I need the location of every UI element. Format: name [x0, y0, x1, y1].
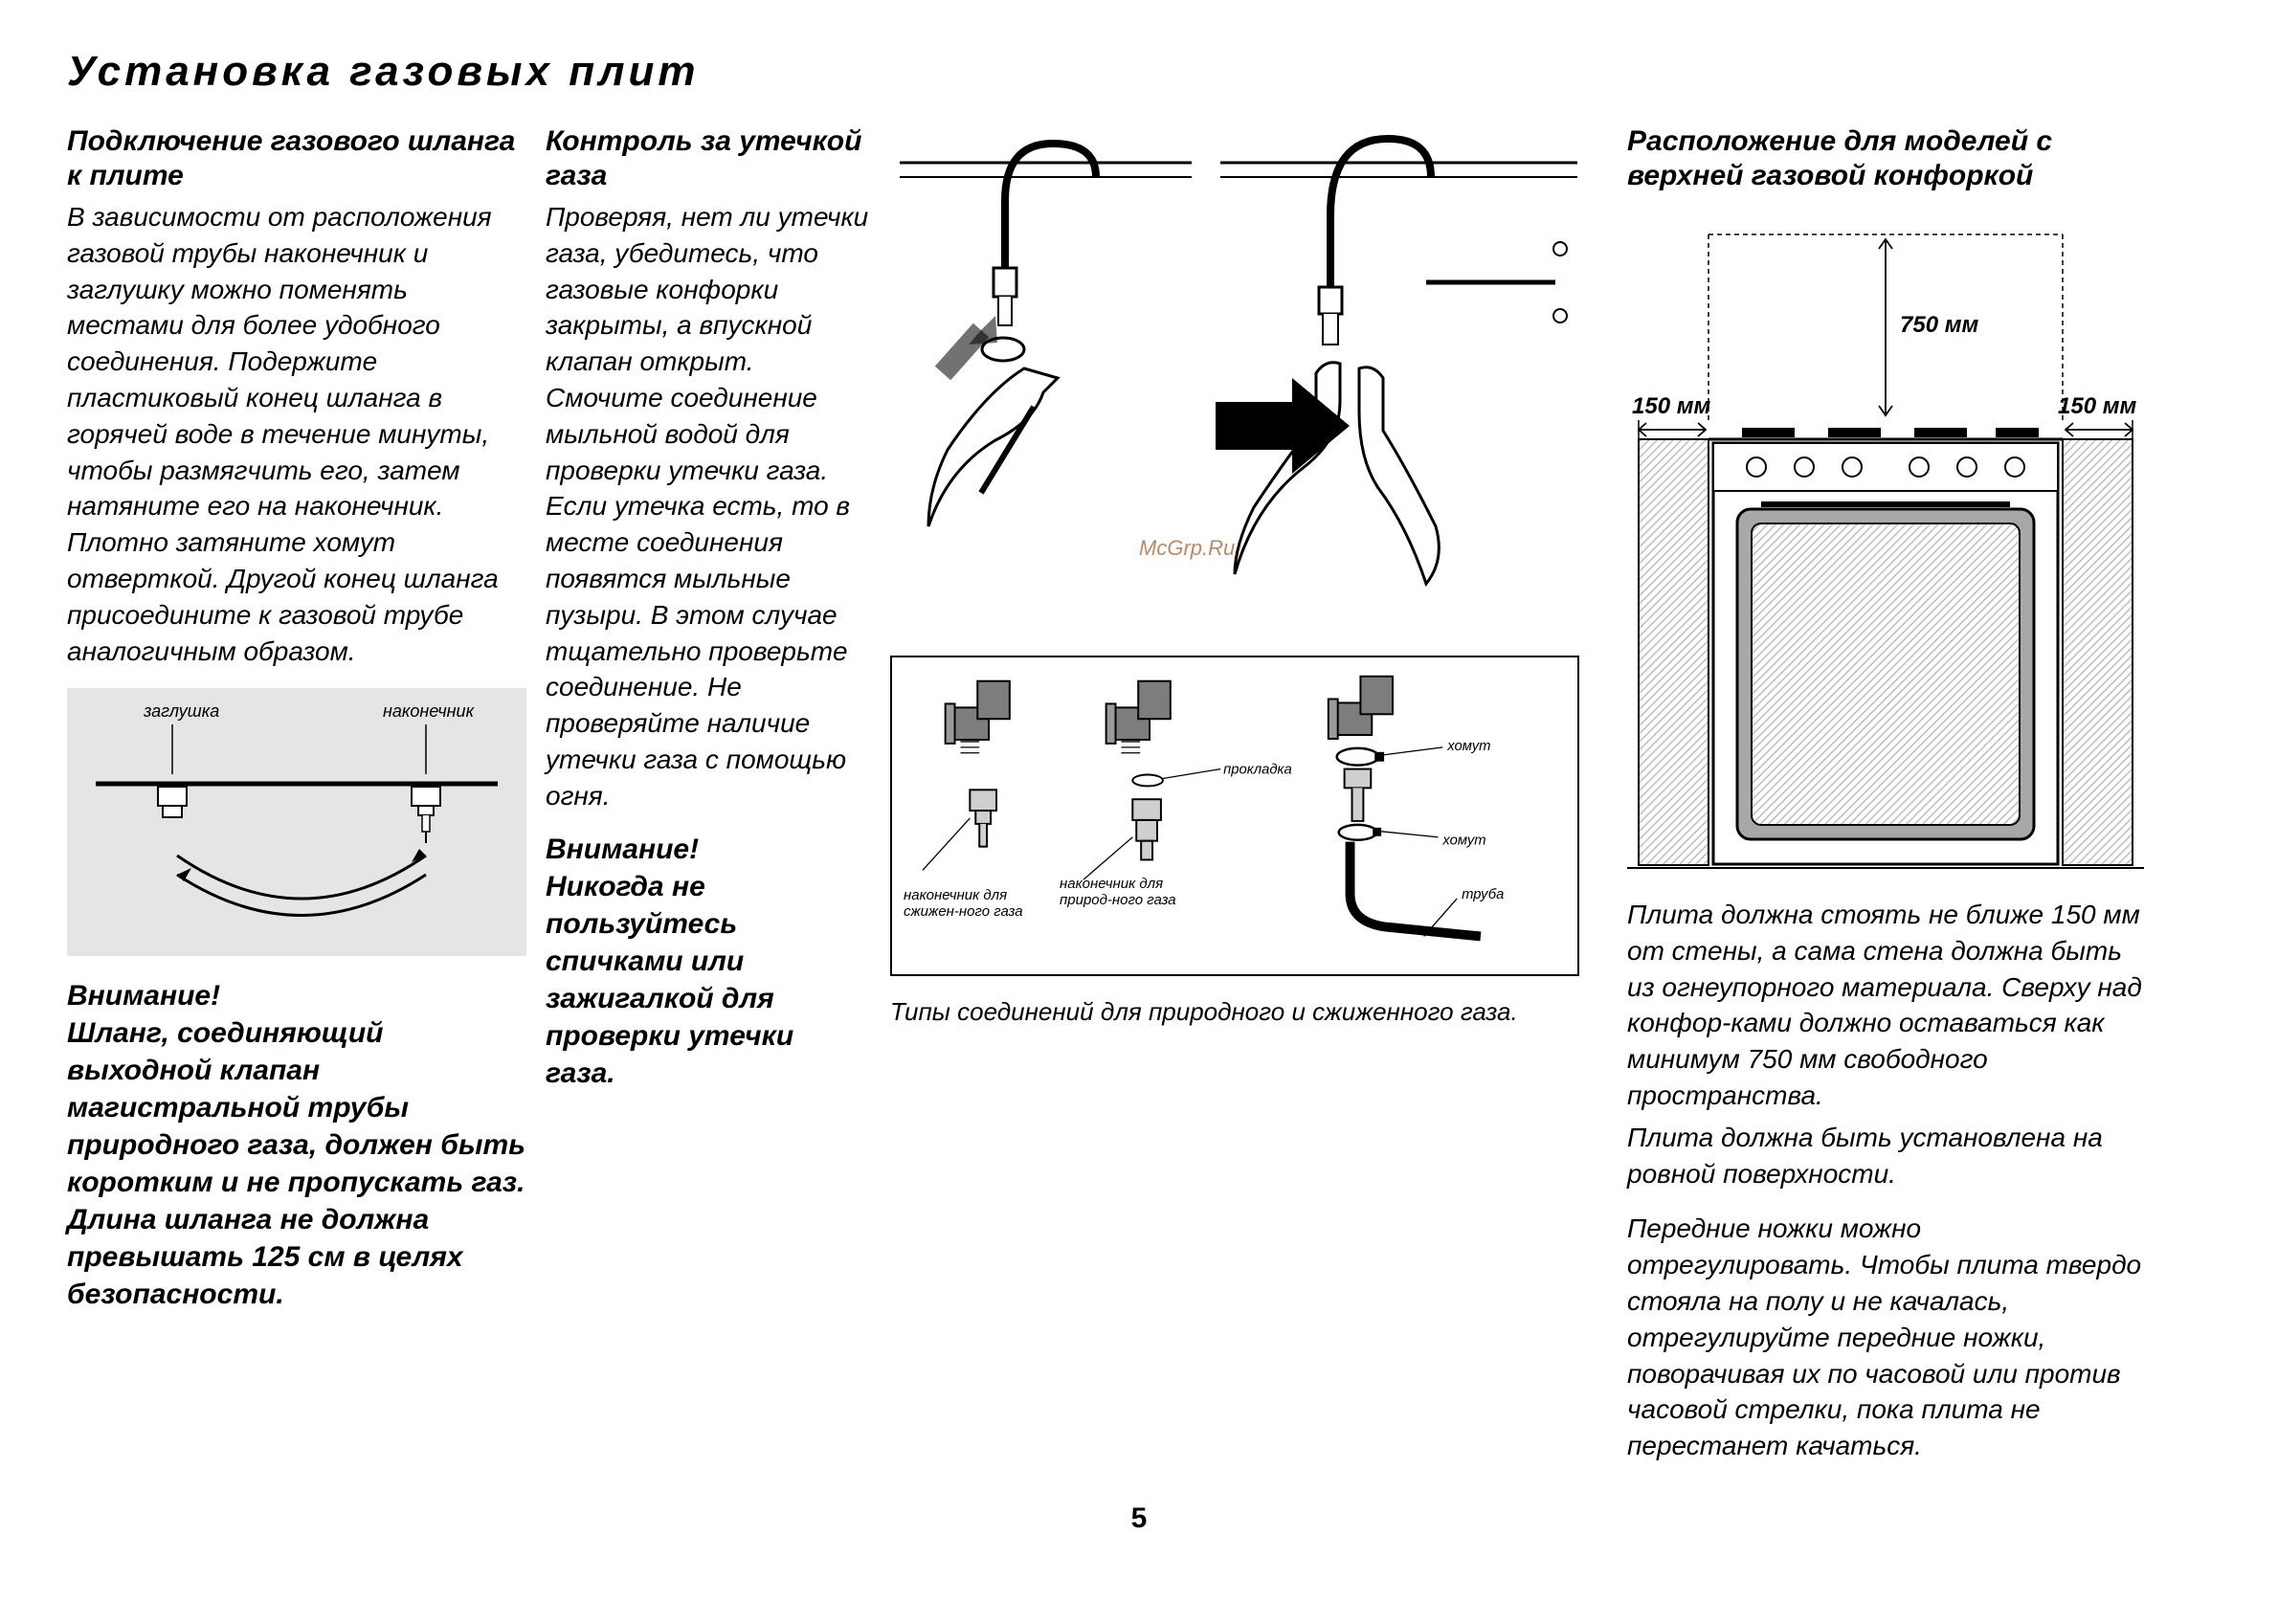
elbow-icon [1106, 681, 1171, 753]
nat-tip-label: наконечник для природ-ного газа [1060, 877, 1184, 908]
gasket-label: прокладка [1223, 763, 1292, 778]
fittings-svg: прокладка хомут хомут труба [892, 657, 1577, 974]
elbow-icon [1329, 677, 1393, 739]
columns-container: Подключение газового шланга к плите В за… [67, 124, 2211, 1464]
hose-connection-svg [890, 124, 1579, 641]
col4-body1: Плита должна стоять не ближе 150 мм от с… [1627, 897, 2144, 1114]
dim-150-left: 150 мм [1632, 393, 1710, 419]
column-4: Расположение для моделей с верхней газов… [1627, 124, 2144, 1464]
col1-heading: Подключение газового шланга к плите [67, 124, 526, 193]
lpg-tip-label: наконечник для сжижен-ного газа [904, 888, 1023, 920]
watermark: McGrp.Ru [1139, 536, 1235, 561]
column-3: McGrp.Ru [890, 124, 1579, 1464]
col4-body3: Передние ножки можно отрегулировать. Что… [1627, 1211, 2144, 1464]
col4-body2: Плита должна быть установлена на ровной … [1627, 1120, 2144, 1192]
pipe-label: труба [1462, 887, 1504, 902]
page-number: 5 [67, 1502, 2211, 1535]
stove-svg: 750 мм 150 мм 150 мм [1627, 217, 2144, 878]
tip-label: наконечник [383, 701, 476, 721]
col2-warning-heading: Внимание! [546, 834, 871, 866]
dim-750: 750 мм [1900, 312, 1978, 338]
fittings-illustration: прокладка хомут хомут труба наконечник д… [890, 656, 1579, 976]
clamp2-label: хомут [1441, 834, 1485, 849]
hose-connection-illustration: McGrp.Ru [890, 124, 1579, 641]
fittings-caption: Типы соединений для природного и сжиженн… [890, 995, 1579, 1029]
dim-150-right: 150 мм [2058, 393, 2136, 419]
col1-body: В зависимости от расположения газовой тр… [67, 199, 526, 669]
column-2: Контроль за утечкой газа Проверяя, нет л… [546, 124, 871, 1464]
col1-warning-heading: Внимание! [67, 980, 526, 1012]
plug-label: заглушка [143, 701, 219, 721]
col1-warning-body: Шланг, соединяющий выходной клапан магис… [67, 1014, 526, 1313]
stove-clearance-diagram: 750 мм 150 мм 150 мм [1627, 217, 2144, 878]
hose-diagram: заглушка наконечник [67, 688, 526, 956]
elbow-icon [946, 681, 1010, 753]
page-title: Установка газовых плит [67, 48, 2211, 96]
col2-warning-body: Никогда не пользуйтесь спичками или зажи… [546, 868, 871, 1092]
col2-heading: Контроль за утечкой газа [546, 124, 871, 193]
clamp-label: хомут [1446, 739, 1490, 754]
hose-diagram-svg: заглушка наконечник [67, 688, 526, 956]
column-1: Подключение газового шланга к плите В за… [67, 124, 526, 1464]
col2-body: Проверяя, нет ли утечки газа, убедитесь,… [546, 199, 871, 814]
col4-heading: Расположение для моделей с верхней газов… [1627, 124, 2144, 193]
